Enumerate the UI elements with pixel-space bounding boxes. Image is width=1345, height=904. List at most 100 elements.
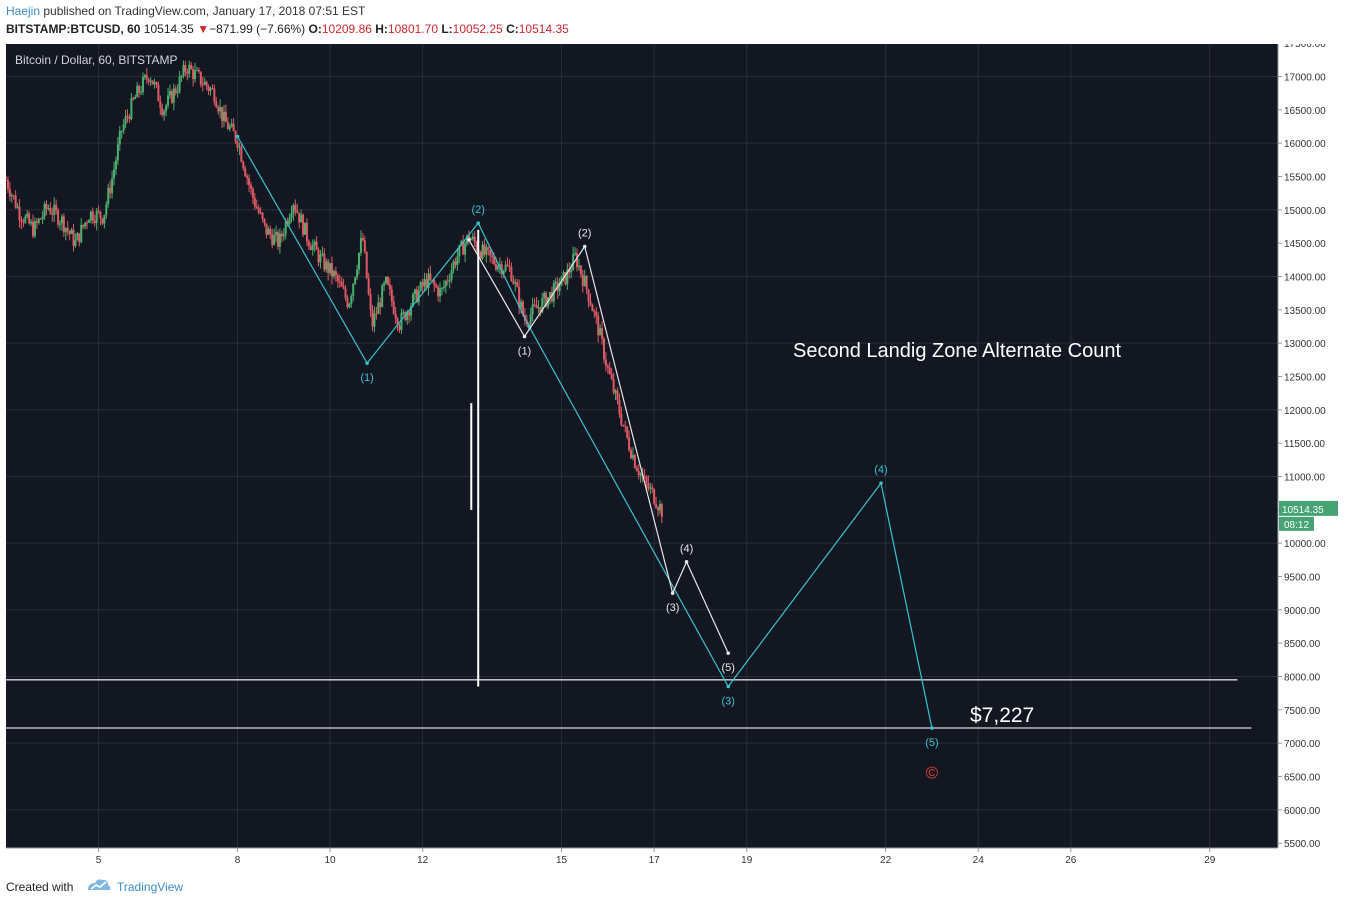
price-tick-label: 16500.00 [1284, 106, 1326, 117]
low-value: 10052.25 [452, 22, 503, 36]
candle-body [352, 283, 355, 296]
candle-body [28, 213, 31, 224]
candle-body [261, 212, 264, 219]
candle-body [230, 123, 233, 127]
candle-body [331, 263, 334, 277]
candle-body [350, 295, 353, 304]
candle-body [604, 359, 607, 366]
secondary-wave-point [467, 238, 471, 242]
candle-body [369, 294, 372, 311]
secondary-wave-line[interactable] [468, 239, 729, 654]
candle-body [375, 313, 378, 315]
secondary-wave-point [684, 560, 689, 564]
candle-body [43, 203, 46, 217]
candle-body [533, 304, 536, 306]
candle-body [157, 84, 160, 102]
candle-body [273, 234, 276, 245]
candle-body [82, 224, 85, 227]
candle-body [12, 195, 15, 197]
price-tick-label: 7500.00 [1284, 706, 1321, 717]
candle-body [340, 281, 343, 287]
candle-body [163, 111, 166, 115]
secondary-wave-point [522, 334, 527, 339]
price-tick-label: 15500.00 [1284, 172, 1326, 183]
candle-body [406, 311, 409, 320]
time-tick-label: 5 [96, 855, 102, 866]
candle-body [510, 267, 513, 281]
candle-body [348, 303, 351, 308]
candle-body [433, 280, 436, 286]
chart-background [6, 44, 1339, 870]
price-tick-label: 12500.00 [1284, 372, 1326, 383]
price-tick-label: 11000.00 [1284, 472, 1325, 483]
candle-body [475, 242, 478, 251]
candle-body [18, 206, 21, 221]
candle-body [151, 80, 154, 85]
candle-body [442, 286, 445, 288]
candle-body [323, 253, 326, 270]
candle-body [458, 245, 461, 257]
last-price-badge-text: 10514.35 [1282, 505, 1324, 516]
candle-body [504, 264, 507, 271]
price-tick-label: 12000.00 [1284, 406, 1326, 417]
candle-body [446, 280, 449, 282]
time-axis[interactable]: 5 8 10 12 15 17 19 22 24 26 29 [6, 847, 1339, 870]
candle-body [22, 221, 25, 223]
candle-body [435, 285, 438, 288]
candle-body [635, 467, 638, 472]
candle-body [134, 96, 137, 99]
grid-lines [6, 44, 1278, 848]
price-chart[interactable]: (1) (2) (3) (4) (5) (1) (2) (3) (4) (5) © 5500.00 6… [5, 39, 1339, 870]
candle-body [595, 311, 598, 317]
candle-body [145, 75, 148, 80]
candle-body [199, 71, 202, 85]
candle-body [606, 365, 609, 368]
candle-body [521, 301, 524, 315]
candle-body [149, 80, 152, 82]
candle-body [197, 70, 200, 72]
candle-body [113, 169, 116, 179]
candle-body [514, 282, 517, 284]
candle-body [140, 92, 143, 94]
secondary-wave-point [726, 651, 731, 655]
candle-body [334, 271, 337, 276]
candle-body [464, 243, 467, 255]
candle-body [246, 176, 249, 179]
candle-body [612, 378, 615, 393]
candle-body [213, 88, 216, 102]
candle-body [278, 233, 281, 247]
candle-body [655, 503, 658, 508]
candle-body [242, 161, 245, 169]
candle-body [290, 213, 293, 218]
candle-body [194, 70, 197, 80]
candle-body [280, 233, 283, 237]
candle-body [20, 220, 23, 222]
candle-body [159, 101, 162, 109]
candle-body [14, 195, 17, 208]
tradingview-link[interactable]: TradingView [117, 880, 184, 894]
candle-body [628, 437, 631, 450]
candle-body [425, 279, 428, 288]
candle-body [413, 289, 416, 294]
candle-body [467, 235, 470, 241]
candle-body [554, 281, 557, 284]
candle-body [205, 81, 208, 87]
price-axis[interactable]: 5500.00 6000.00 6500.00 7000.00 7500.00 8000.… [1277, 39, 1339, 870]
candle-body [593, 311, 596, 313]
tradingview-logo-icon[interactable] [86, 877, 112, 893]
candle-body [359, 238, 362, 253]
candle-body [249, 184, 252, 189]
wave-annotations: (1) (2) (3) (4) (5) (1) (2) (3) (4) (5) © [235, 134, 939, 782]
candle-body [138, 85, 141, 93]
candle-body [483, 244, 486, 255]
candle-body [610, 373, 613, 379]
candle-body [224, 111, 227, 122]
candle-body [47, 208, 50, 210]
candle-body [423, 279, 426, 287]
candle-body [498, 264, 501, 267]
author-link[interactable]: Haejin [6, 4, 41, 18]
candle-body [16, 206, 19, 208]
candle-body [338, 281, 341, 283]
open-value: 10209.86 [321, 22, 372, 36]
chart-area[interactable]: (1) (2) (3) (4) (5) (1) (2) (3) (4) (5) © 5500.00 6… [5, 39, 1339, 870]
